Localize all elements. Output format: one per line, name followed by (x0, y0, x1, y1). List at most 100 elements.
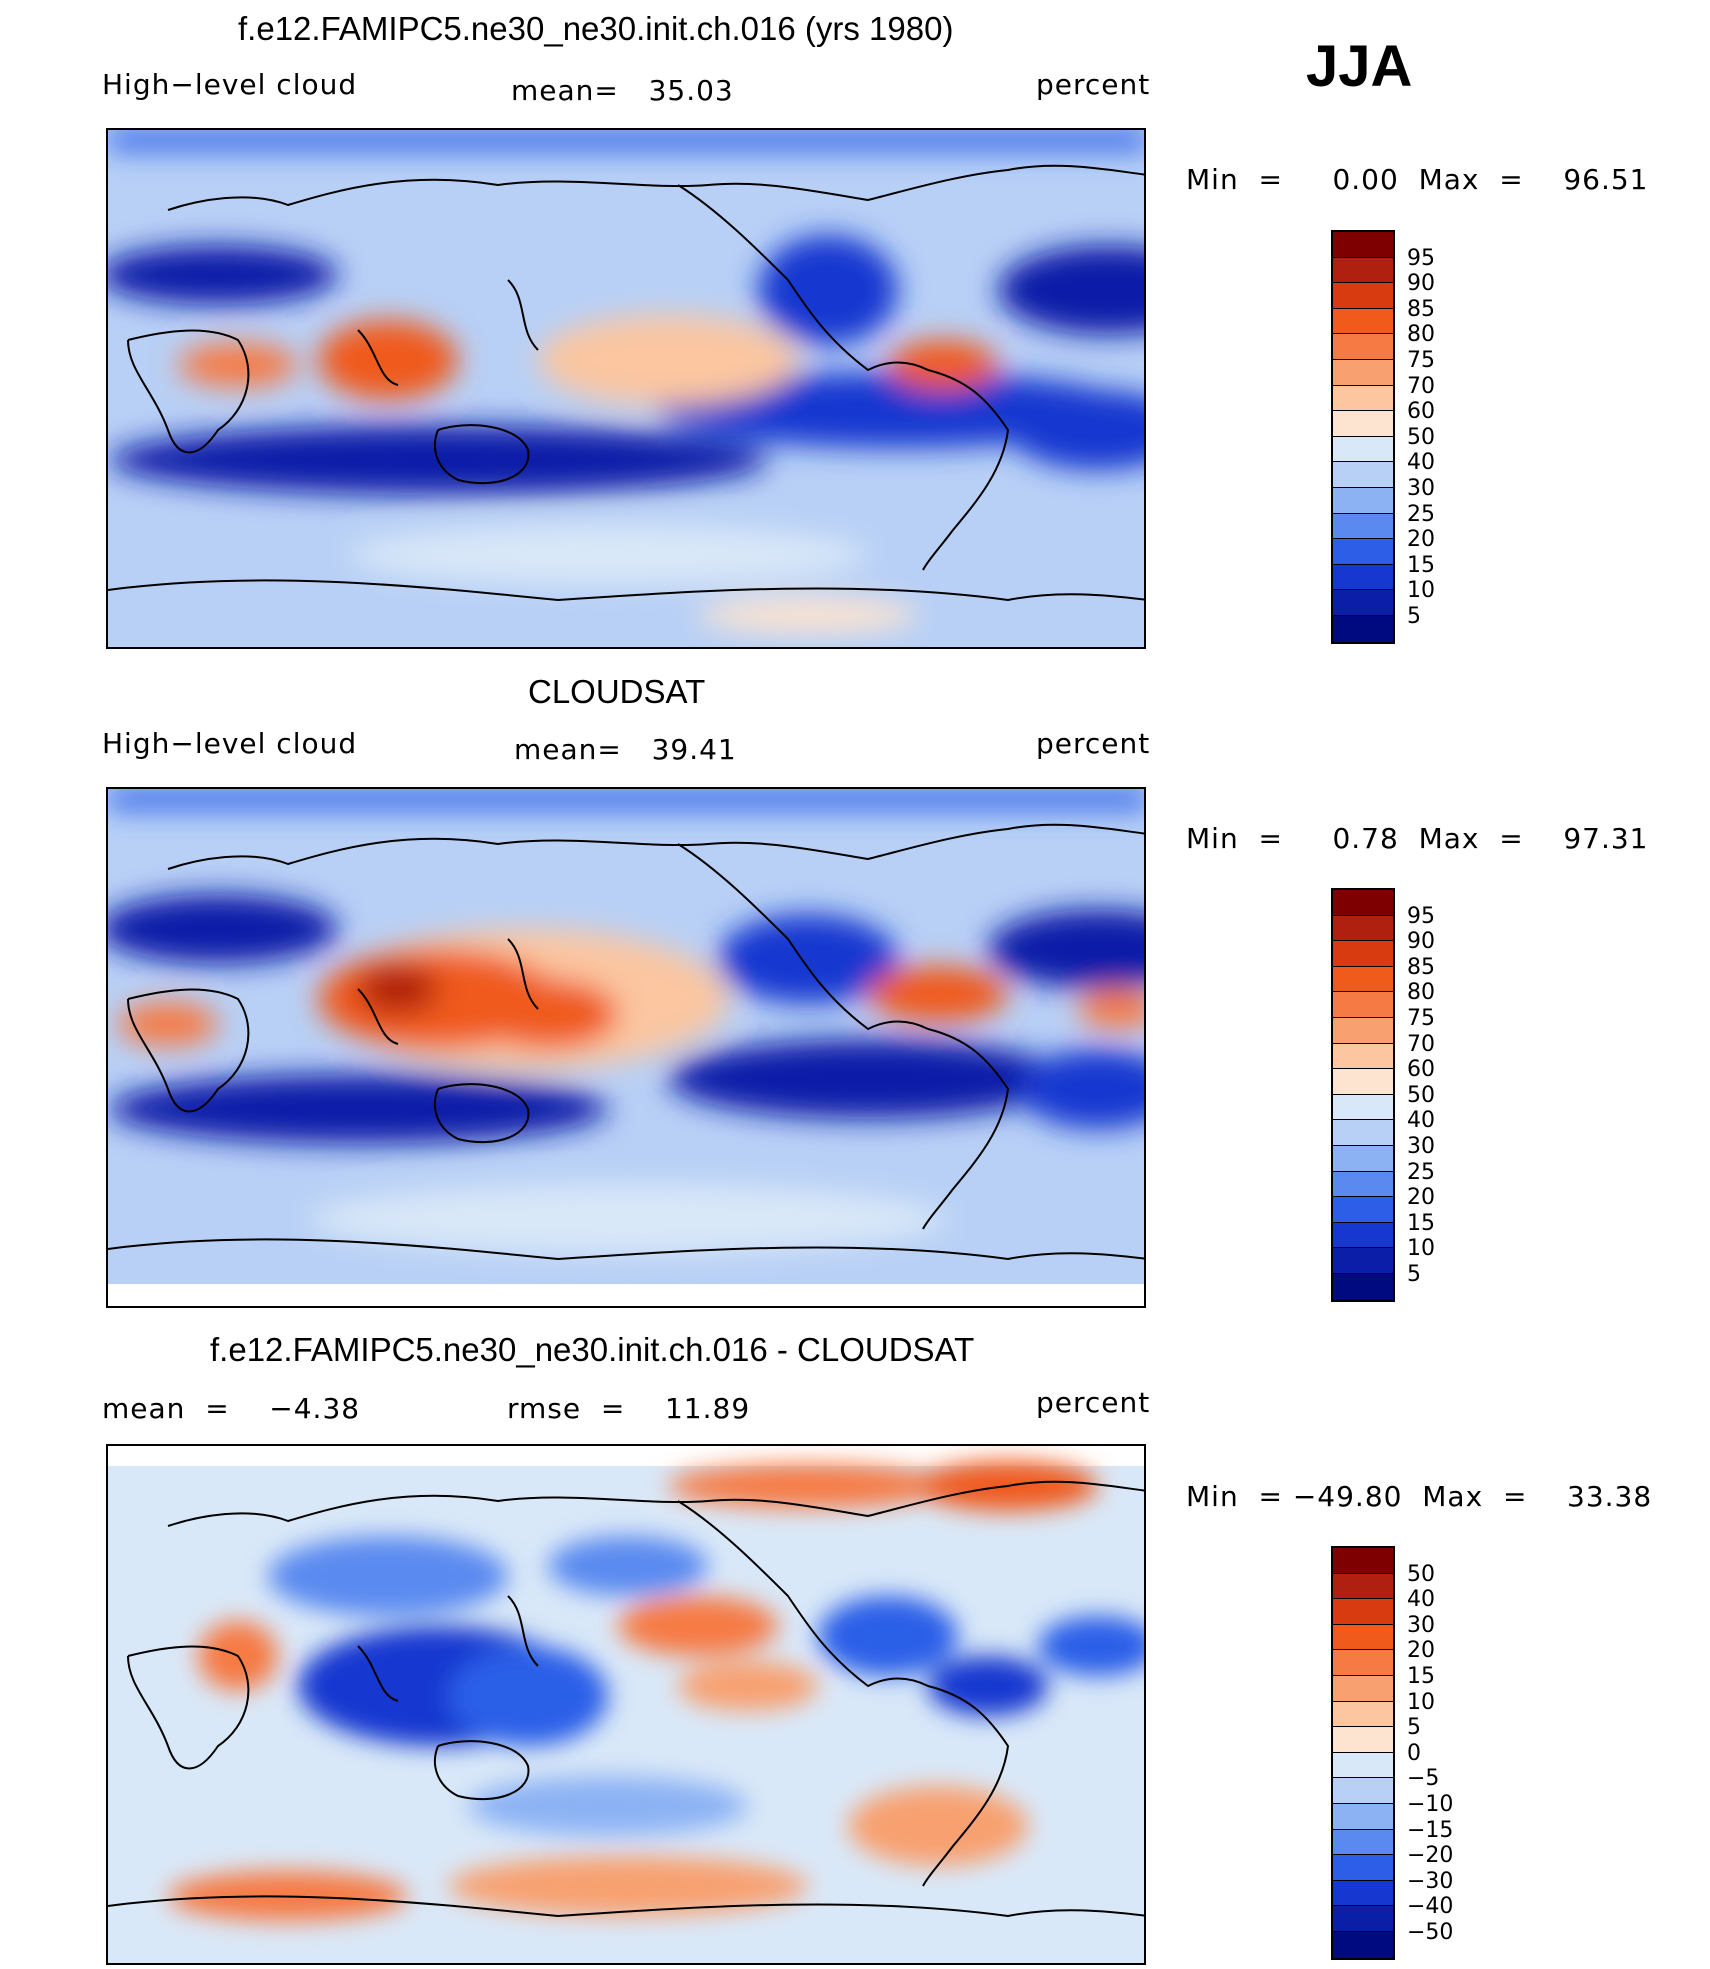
colorbar-tick-label: 20 (1407, 527, 1435, 553)
panel1-central-america-high (888, 340, 998, 390)
panel1-polar-band (108, 130, 1144, 150)
panel2-se-pacific-band (668, 1039, 1068, 1119)
colorbar-segment (1333, 890, 1393, 916)
panel2-missing-band (108, 1284, 1144, 1306)
panel2-east-atlantic-low (988, 909, 1144, 989)
colorbar-segment (1333, 1069, 1393, 1095)
colorbar-tick-label: 40 (1407, 450, 1435, 476)
panel2-polar-band (108, 789, 1144, 809)
colorbar-segment (1333, 1880, 1393, 1907)
panel1-coastlines (108, 164, 1144, 602)
colorbar-segment (1333, 385, 1393, 412)
colorbar-segment (1333, 941, 1393, 967)
colorbar-tick-label: 85 (1407, 296, 1435, 322)
colorbar-segment (1333, 992, 1393, 1018)
panel3-atlantic-negative (1038, 1616, 1144, 1676)
colorbar-tick-label: 30 (1407, 1134, 1435, 1159)
panel2-units-label: percent (1036, 727, 1151, 760)
colorbar-segment (1333, 1752, 1393, 1779)
panel2-title: CLOUDSAT (528, 673, 706, 710)
colorbar-segment (1333, 615, 1393, 642)
panel1-variable-label: High−level cloud (102, 68, 358, 101)
colorbar-segment (1333, 539, 1393, 565)
panel1-south-atlantic-band (1008, 390, 1144, 470)
panel2-south-subtropic-band (108, 1074, 608, 1144)
colorbar-tick-label: −15 (1407, 1817, 1454, 1843)
colorbar-tick-label: 40 (1407, 1587, 1435, 1613)
panel1-mean-label: mean= 35.03 (511, 74, 734, 107)
panel2-mean-label: mean= 39.41 (514, 733, 737, 766)
colorbar-tick-label: 95 (1407, 903, 1435, 929)
panel2-atlantic-itcz-high (1078, 989, 1144, 1029)
colorbar-segment (1333, 1855, 1393, 1881)
colorbar-tick-label: 15 (1407, 1210, 1435, 1236)
panel1-minmax: Min = 0.00 Max = 96.51 (1186, 163, 1649, 196)
colorbar-tick-label: 25 (1407, 501, 1435, 527)
colorbar-tick-label: 20 (1407, 1638, 1435, 1664)
panel3-units-label: percent (1036, 1386, 1151, 1419)
colorbar-tick-label: 90 (1407, 271, 1435, 297)
colorbar-segment (1333, 1675, 1393, 1702)
panel1-colorbar-box (1331, 230, 1395, 644)
colorbar-tick-label: 5 (1407, 1715, 1421, 1741)
colorbar-segment (1333, 1931, 1393, 1958)
colorbar-segment (1333, 1222, 1393, 1249)
panel1-southern-ocean-moderate (348, 525, 868, 585)
panel1-map (106, 128, 1146, 649)
colorbar-tick-label: 40 (1407, 1108, 1435, 1134)
colorbar-tick-label: 0 (1407, 1740, 1421, 1766)
colorbar-tick-label: −20 (1407, 1843, 1454, 1869)
panel3-south-pacific-negative (468, 1776, 748, 1836)
panel1-east-atlantic-low (998, 245, 1144, 335)
panel1-africa-high (178, 343, 298, 387)
colorbar-tick-label: 15 (1407, 552, 1435, 578)
panel3-mean-label: mean = −4.38 (102, 1392, 361, 1425)
colorbar-tick-label: 75 (1407, 1006, 1435, 1031)
colorbar-tick-label: 20 (1407, 1185, 1435, 1211)
colorbar-segment (1333, 1599, 1393, 1625)
panel3-southern-ocean-positive-2 (448, 1856, 808, 1916)
colorbar-segment (1333, 257, 1393, 284)
colorbar-segment (1333, 359, 1393, 386)
colorbar-tick-label: −30 (1407, 1868, 1454, 1894)
colorbar-tick-label: 5 (1407, 1262, 1421, 1287)
colorbar-tick-label: 5 (1407, 604, 1421, 629)
panel1-north-atlantic-low (108, 245, 338, 305)
panel2-southern-ocean-moderate (308, 1184, 948, 1254)
colorbar-tick-label: 60 (1407, 1057, 1435, 1083)
panel2-africa-high (118, 1002, 218, 1046)
panel1-ne-pacific-low (758, 235, 898, 345)
colorbar-tick-label: 30 (1407, 1612, 1435, 1638)
colorbar-tick-label: 50 (1407, 424, 1435, 450)
panel2-coastlines (108, 823, 1144, 1261)
colorbar-tick-label: 50 (1407, 1561, 1435, 1587)
colorbar-tick-label: 80 (1407, 980, 1435, 1006)
colorbar-tick-label: 60 (1407, 399, 1435, 425)
colorbar-tick-label: 70 (1407, 1031, 1435, 1057)
colorbar-segment (1333, 487, 1393, 514)
panel2-map (106, 787, 1146, 1308)
colorbar-segment (1333, 564, 1393, 591)
panel3-south-america-positive (848, 1786, 1028, 1866)
panel1-title: f.e12.FAMIPC5.ne30_ne30.init.ch.016 (yrs… (238, 10, 954, 47)
panel2-ne-pacific-low (718, 914, 898, 1004)
colorbar-segment (1333, 915, 1393, 942)
panel3-rmse-label: rmse = 11.89 (507, 1392, 751, 1425)
colorbar-segment (1333, 462, 1393, 488)
colorbar-tick-label: 95 (1407, 245, 1435, 271)
panel1-indian-monsoon-high (318, 320, 458, 400)
panel3-asia-negative (268, 1536, 508, 1616)
panel2-north-atlantic-low (108, 894, 338, 964)
panel2-minmax: Min = 0.78 Max = 97.31 (1186, 822, 1649, 855)
colorbar-segment (1333, 1829, 1393, 1856)
panel2-maritime-continent-high (478, 979, 618, 1049)
colorbar-tick-label: 30 (1407, 476, 1435, 501)
colorbar-segment (1333, 1803, 1393, 1830)
colorbar-tick-label: 50 (1407, 1082, 1435, 1108)
panel3-north-pacific-positive (618, 1596, 778, 1656)
colorbar-segment (1333, 1906, 1393, 1932)
colorbar-tick-label: 70 (1407, 373, 1435, 399)
colorbar-tick-label: −50 (1407, 1920, 1454, 1945)
panel2-south-atlantic-band (1018, 1049, 1144, 1129)
colorbar-segment (1333, 334, 1393, 360)
